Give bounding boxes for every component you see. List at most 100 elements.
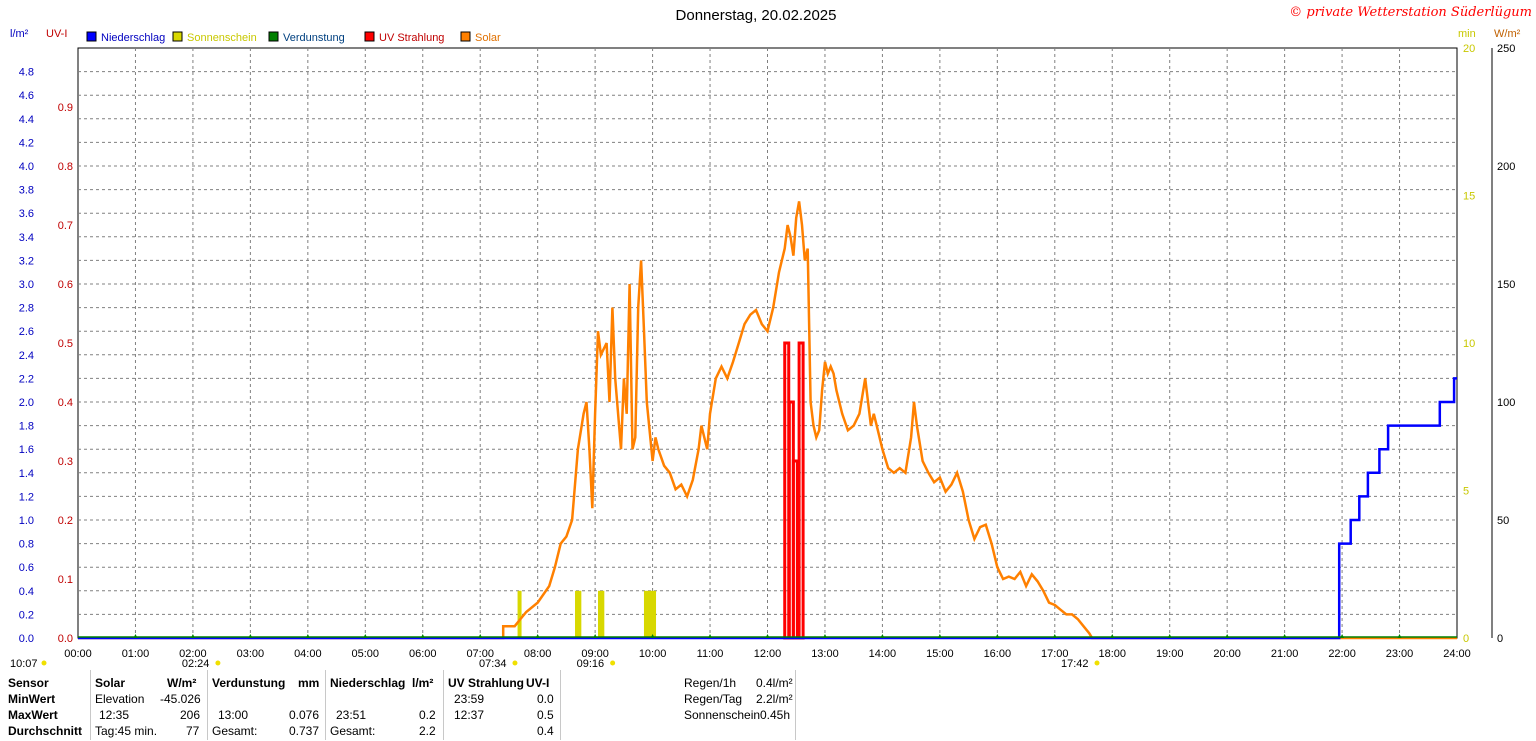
sun-marker bbox=[512, 660, 518, 666]
x-tick-label: 23:00 bbox=[1386, 648, 1414, 660]
uv-tick-label: 0.4 bbox=[58, 397, 73, 409]
time-annotation: 17:42 bbox=[1061, 658, 1089, 670]
precip-tick-label: 2.6 bbox=[19, 326, 34, 338]
precip-tick-label: 4.6 bbox=[19, 90, 34, 102]
verd-max-time: 13:00 bbox=[218, 708, 249, 722]
table-sensor-header: Sensor bbox=[8, 676, 49, 690]
evaporation-marker bbox=[1397, 634, 1402, 638]
legend-swatch bbox=[364, 31, 375, 42]
precip-tick-label: 3.2 bbox=[19, 255, 34, 267]
uv-avg-val: 0.4 bbox=[537, 724, 554, 738]
sunshine-bar bbox=[575, 590, 582, 638]
solar-min-label: Elevation bbox=[95, 692, 145, 706]
evaporation-marker bbox=[1110, 634, 1115, 638]
x-tick-label: 16:00 bbox=[984, 648, 1012, 660]
evaporation-marker bbox=[1340, 634, 1345, 638]
precip-tick-label: 1.8 bbox=[19, 421, 34, 433]
evaporation-marker bbox=[880, 634, 885, 638]
precip-tick-label: 4.2 bbox=[19, 137, 34, 149]
chart-series bbox=[78, 201, 1457, 640]
solar-header: Solar bbox=[95, 676, 126, 690]
x-tick-label: 01:00 bbox=[122, 648, 150, 660]
precip-tick-label: 3.8 bbox=[19, 185, 34, 197]
legend-label: Sonnenschein bbox=[187, 32, 257, 44]
precip-tick-label: 2.8 bbox=[19, 303, 34, 315]
table-row-max: MaxWert bbox=[8, 708, 58, 722]
solar-tick-label: 200 bbox=[1497, 161, 1515, 173]
time-annotation: 09:16 bbox=[577, 658, 605, 670]
precip-tick-label: 4.0 bbox=[19, 161, 34, 173]
solar-max-val: 206 bbox=[180, 708, 201, 722]
solar-unit: W/m² bbox=[167, 676, 197, 690]
evaporation-marker bbox=[420, 634, 425, 638]
uv-tick-label: 0.8 bbox=[58, 161, 73, 173]
uv-unit: UV-I bbox=[526, 676, 550, 690]
evaporation-marker bbox=[248, 634, 253, 638]
solar-tick-label: 50 bbox=[1497, 515, 1509, 527]
nied-header: Niederschlag bbox=[330, 676, 406, 690]
precip-line bbox=[78, 377, 1457, 640]
uv-max-time: 12:37 bbox=[454, 708, 485, 722]
sunshine-bar bbox=[517, 590, 522, 638]
nied-tot-label: Gesamt: bbox=[330, 724, 376, 738]
time-annotation: 07:34 bbox=[479, 658, 507, 670]
solar-max-time: 12:35 bbox=[99, 708, 130, 722]
verd-header: Verdunstung bbox=[212, 676, 286, 690]
evaporation-marker bbox=[363, 634, 368, 638]
legend-label: Verdunstung bbox=[283, 32, 345, 44]
uv-tick-label: 0.0 bbox=[58, 633, 73, 645]
x-tick-label: 21:00 bbox=[1271, 648, 1299, 660]
evaporation-marker bbox=[765, 634, 770, 638]
x-tick-label: 08:00 bbox=[524, 648, 552, 660]
solar-tick-label: 150 bbox=[1497, 279, 1515, 291]
x-tick-label: 05:00 bbox=[352, 648, 380, 660]
solar-tick-label: 0 bbox=[1497, 633, 1503, 645]
verd-tot-label: Gesamt: bbox=[212, 724, 258, 738]
x-tick-label: 19:00 bbox=[1156, 648, 1184, 660]
sunshine-bar bbox=[649, 590, 657, 638]
evaporation-marker bbox=[190, 634, 195, 638]
uv-header: UV Strahlung bbox=[448, 676, 525, 690]
uv-tick-label: 0.9 bbox=[58, 102, 73, 114]
verd-max-val: 0.076 bbox=[289, 708, 320, 722]
uv-tick-label: 0.7 bbox=[58, 220, 73, 232]
legend-swatch bbox=[86, 31, 97, 42]
nied-unit: l/m² bbox=[412, 676, 434, 690]
x-tick-label: 24:00 bbox=[1443, 648, 1471, 660]
x-tick-label: 00:00 bbox=[64, 648, 92, 660]
summary-sun-label: Sonnenschein bbox=[684, 708, 761, 722]
legend-swatch bbox=[172, 31, 183, 42]
evaporation-marker bbox=[1052, 634, 1057, 638]
evaporation-marker bbox=[822, 634, 827, 638]
evaporation-marker bbox=[1225, 634, 1230, 638]
solar-min-val: -45.026 bbox=[160, 692, 201, 706]
summary-sun-value: 0.45h bbox=[760, 708, 791, 722]
legend-swatch bbox=[268, 31, 279, 42]
sunshine-tick-label: 5 bbox=[1463, 486, 1469, 498]
evaporation-marker bbox=[478, 634, 483, 638]
chart-axes: 0.0 0.2 0.4 0.6 0.8 1.0 1.2 1.4 1.6 1.8 2.0 2.2 2.4 2… bbox=[10, 43, 1515, 670]
sun-marker bbox=[610, 660, 616, 666]
uv-tick-label: 0.5 bbox=[58, 338, 73, 350]
x-tick-label: 15:00 bbox=[926, 648, 954, 660]
right-unit-solar: W/m² bbox=[1494, 28, 1521, 40]
left-unit-uv: UV-I bbox=[46, 28, 67, 40]
sun-marker bbox=[41, 660, 47, 666]
precip-tick-label: 0.8 bbox=[19, 539, 34, 551]
evaporation-marker bbox=[1167, 634, 1172, 638]
precip-tick-label: 0.6 bbox=[19, 562, 34, 574]
legend-label: Niederschlag bbox=[101, 32, 165, 44]
uv-tick-label: 0.6 bbox=[58, 279, 73, 291]
precip-tick-label: 1.4 bbox=[19, 468, 34, 480]
uv-tick-label: 0.2 bbox=[58, 515, 73, 527]
legend-label: Solar bbox=[475, 32, 501, 44]
uv-min-time: 23:59 bbox=[454, 692, 485, 706]
x-tick-label: 14:00 bbox=[869, 648, 897, 660]
x-tick-label: 09:00 bbox=[581, 648, 609, 660]
evaporation-marker bbox=[1282, 634, 1287, 638]
right-unit-min: min bbox=[1458, 28, 1476, 40]
chart-grid bbox=[77, 47, 1458, 639]
evaporation-marker bbox=[133, 634, 138, 638]
evaporation-marker bbox=[305, 634, 310, 638]
evaporation-marker bbox=[535, 634, 540, 638]
